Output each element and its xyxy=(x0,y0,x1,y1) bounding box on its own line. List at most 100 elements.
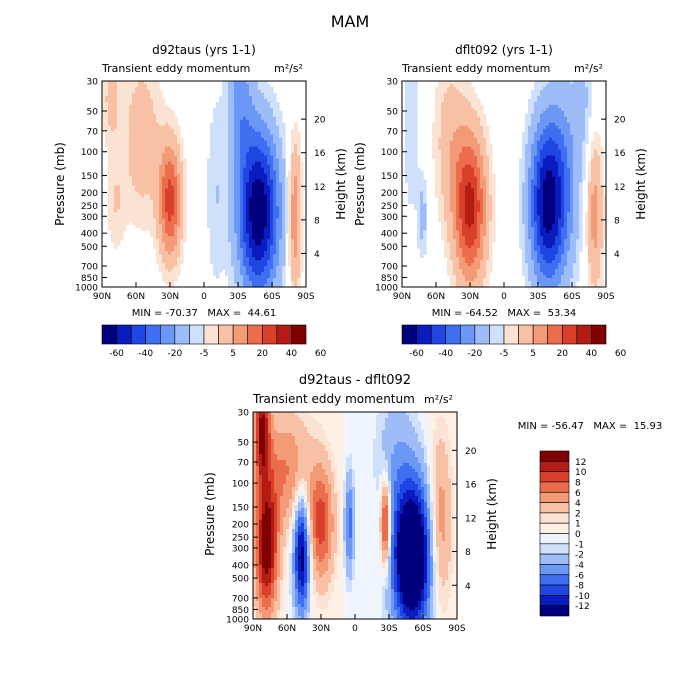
field-cell xyxy=(453,140,457,145)
field-cell xyxy=(159,158,163,163)
field-cell xyxy=(180,152,184,157)
field-cell xyxy=(159,107,163,112)
field-cell xyxy=(174,209,178,213)
field-cell xyxy=(285,227,289,231)
field-cell xyxy=(153,185,157,190)
field-cell xyxy=(162,164,166,169)
field-cell xyxy=(471,155,475,160)
field-cell xyxy=(216,119,220,124)
field-cell xyxy=(564,128,568,133)
field-cell xyxy=(261,260,265,264)
field-cell xyxy=(453,104,457,109)
field-cell xyxy=(210,209,214,213)
field-cell xyxy=(150,125,154,130)
field-cell xyxy=(219,173,223,178)
field-cell xyxy=(585,89,589,94)
field-cell xyxy=(216,275,220,279)
field-cell xyxy=(243,81,247,85)
field-cell xyxy=(579,137,583,142)
field-cell xyxy=(156,146,160,151)
field-cell xyxy=(276,158,280,163)
field-cell xyxy=(522,170,526,175)
field-cell xyxy=(582,143,586,148)
field-cell xyxy=(267,188,271,193)
field-cell xyxy=(243,254,247,258)
field-cell xyxy=(273,257,277,261)
field-cell xyxy=(264,221,268,225)
field-cell xyxy=(234,218,238,222)
field-cell xyxy=(552,185,556,190)
field-cell xyxy=(174,194,178,199)
field-cell xyxy=(135,110,139,115)
field-cell xyxy=(267,86,271,91)
field-cell xyxy=(408,164,412,169)
field-cell xyxy=(555,164,559,169)
field-cell xyxy=(297,236,301,240)
field-cell xyxy=(216,236,220,240)
field-cell xyxy=(255,272,259,276)
field-cell xyxy=(525,128,529,133)
field-cell xyxy=(555,89,559,94)
field-cell xyxy=(132,137,136,142)
field-cell xyxy=(546,182,550,187)
field-cell xyxy=(108,95,112,100)
field-cell xyxy=(561,179,565,184)
field-cell xyxy=(141,155,145,160)
field-cell xyxy=(414,98,418,103)
field-cell xyxy=(114,167,118,172)
field-cell xyxy=(114,92,118,97)
field-cell xyxy=(273,182,277,187)
field-cell xyxy=(174,119,178,124)
field-cell xyxy=(411,119,415,124)
field-cell xyxy=(279,209,283,213)
field-cell xyxy=(213,212,217,216)
field-cell xyxy=(438,116,442,121)
field-cell xyxy=(444,122,448,127)
field-cell xyxy=(408,140,412,145)
field-cell xyxy=(264,197,268,202)
field-cell xyxy=(585,137,589,142)
field-cell xyxy=(462,143,466,148)
field-cell xyxy=(177,272,181,276)
field-cell xyxy=(150,158,154,163)
field-cell xyxy=(474,92,478,97)
field-cell xyxy=(264,161,268,166)
field-cell xyxy=(222,116,226,121)
field-cell xyxy=(120,92,124,97)
field-cell xyxy=(156,203,160,207)
field-cell xyxy=(222,197,226,202)
field-cell xyxy=(468,182,472,187)
field-cell xyxy=(297,131,301,136)
field-cell xyxy=(267,176,271,181)
field-cell xyxy=(549,164,553,169)
field-cell xyxy=(126,161,130,166)
field-cell xyxy=(270,206,274,210)
field-cell xyxy=(210,128,214,133)
field-cell xyxy=(444,158,448,163)
field-cell xyxy=(564,176,568,181)
field-cell xyxy=(252,245,256,249)
field-cell xyxy=(270,230,274,234)
field-cell xyxy=(111,146,115,151)
field-cell xyxy=(231,89,235,94)
field-cell xyxy=(150,227,154,231)
field-cell xyxy=(147,86,151,91)
field-cell xyxy=(159,155,163,160)
field-cell xyxy=(531,185,535,190)
field-cell xyxy=(219,137,223,142)
field-cell xyxy=(441,95,445,100)
field-cell xyxy=(213,185,217,190)
field-cell xyxy=(225,266,229,270)
field-cell xyxy=(558,146,562,151)
field-cell xyxy=(591,161,595,166)
field-cell xyxy=(573,137,577,142)
field-cell xyxy=(552,104,556,109)
field-cell xyxy=(555,128,559,133)
field-cell xyxy=(546,173,550,178)
field-cell xyxy=(234,257,238,261)
field-cell xyxy=(153,137,157,142)
field-cell xyxy=(180,251,184,255)
field-cell xyxy=(165,113,169,118)
field-cell xyxy=(588,110,592,115)
